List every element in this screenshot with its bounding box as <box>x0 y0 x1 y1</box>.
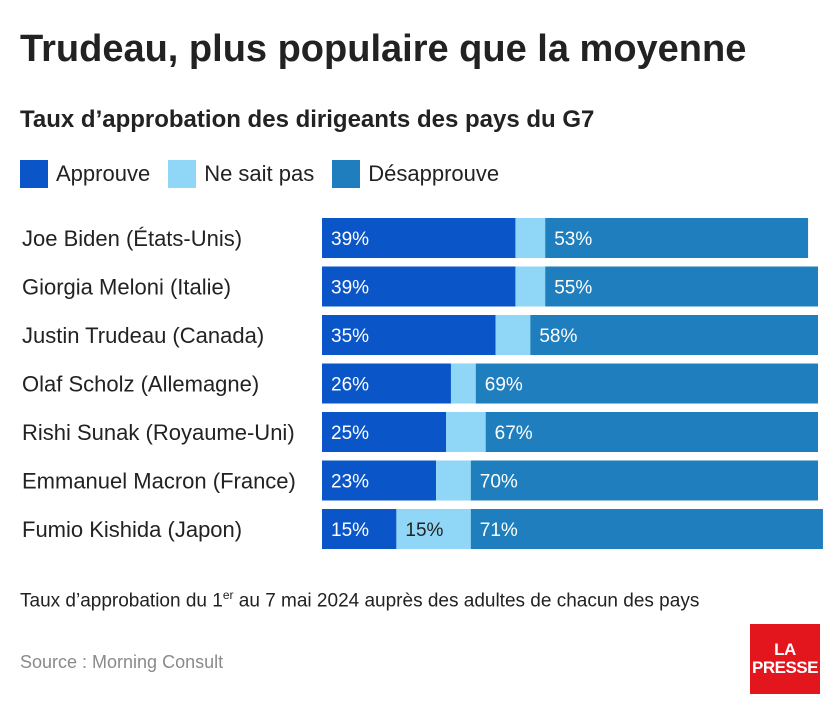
data-label-disapprove: 69% <box>485 375 523 396</box>
bar-segment-disapprove <box>530 315 818 355</box>
data-label-disapprove: 71% <box>480 520 518 541</box>
logo-line-2: PRESSE <box>752 658 818 677</box>
bar-segment-unsure <box>436 460 471 501</box>
bar-segment-approve <box>322 266 516 307</box>
data-label-disapprove: 58% <box>539 326 577 347</box>
footnote-superscript: er <box>222 588 234 602</box>
legend-label-disapprove: Désapprouve <box>368 161 500 186</box>
data-label-approve: 15% <box>331 520 369 541</box>
chart-title: Trudeau, plus populaire que la moyenne <box>20 28 747 70</box>
data-label-approve: 26% <box>331 375 369 396</box>
data-label-disapprove: 70% <box>480 472 518 493</box>
bar-segment-unsure <box>446 412 486 452</box>
bar-segment-unsure <box>450 363 476 404</box>
legend-item-approve: Approuve <box>20 160 150 188</box>
bar-segment-approve <box>322 315 496 355</box>
data-label-approve: 39% <box>331 278 369 299</box>
bar-segment-approve <box>322 460 437 501</box>
bar-segment-disapprove <box>475 363 818 404</box>
legend-swatch-unsure <box>168 160 197 188</box>
legend: Approuve Ne sait pas Désapprouve <box>20 160 517 188</box>
bar-row: Giorgia Meloni (Italie) 39% 55% <box>22 266 818 307</box>
bar-segment-disapprove <box>485 412 818 452</box>
bar-row: Fumio Kishida (Japon) 15% 15% 71% <box>22 509 823 549</box>
bar-segment-unsure <box>396 509 471 549</box>
bar-row: Olaf Scholz (Allemagne) 26% 69% <box>22 363 818 404</box>
legend-item-disapprove: Désapprouve <box>332 160 499 188</box>
chart-subtitle: Taux d’approbation des dirigeants des pa… <box>20 106 595 133</box>
bar-segment-disapprove <box>545 218 809 258</box>
bar-segment-approve <box>322 412 446 452</box>
data-label-approve: 35% <box>331 326 369 347</box>
legend-label-approve: Approuve <box>56 161 151 186</box>
bar-segment-unsure <box>515 266 546 307</box>
bar-row: Emmanuel Macron (France) 23% 70% <box>22 460 818 501</box>
bar-row: Rishi Sunak (Royaume-Uni) 25% 67% <box>22 412 818 452</box>
bar-row: Justin Trudeau (Canada) 35% 58% <box>22 315 818 355</box>
legend-swatch-approve <box>20 160 48 188</box>
legend-item-unsure: Ne sait pas <box>168 160 314 188</box>
bar-segment-disapprove <box>470 460 818 501</box>
bar-segment-disapprove <box>470 509 823 549</box>
data-label-disapprove: 67% <box>495 423 533 444</box>
logo-line-1: LA <box>774 640 796 659</box>
category-label: Giorgia Meloni (Italie) <box>22 275 231 300</box>
legend-label-unsure: Ne sait pas <box>204 161 315 186</box>
legend-swatch-disapprove <box>332 160 361 188</box>
category-label: Rishi Sunak (Royaume-Uni) <box>22 420 295 445</box>
category-label: Fumio Kishida (Japon) <box>22 517 242 542</box>
source-note: Source : Morning Consult <box>20 652 224 672</box>
bar-segment-approve <box>322 509 397 549</box>
la-presse-logo: LA PRESSE <box>750 624 820 694</box>
category-label: Joe Biden (États-Unis) <box>22 226 242 251</box>
footnote: Taux d’approbation du 1er au 7 mai 2024 … <box>20 588 699 612</box>
data-label-approve: 23% <box>331 472 369 493</box>
data-label-unsure: 15% <box>405 520 443 541</box>
category-label: Olaf Scholz (Allemagne) <box>22 372 259 397</box>
bar-segment-disapprove <box>545 266 818 307</box>
bar-row: Joe Biden (États-Unis) 39% 53% <box>22 218 809 258</box>
data-label-approve: 39% <box>331 229 369 250</box>
category-label: Justin Trudeau (Canada) <box>22 323 264 348</box>
stacked-bar-chart: Joe Biden (États-Unis) 39% 53% Giorgia Melo… <box>22 218 823 549</box>
footnote-text-start: Taux d’approbation du 1 <box>20 590 223 612</box>
footnote-text-end: au 7 mai 2024 auprès des adultes de chac… <box>233 590 700 612</box>
data-label-approve: 25% <box>331 423 369 444</box>
category-label: Emmanuel Macron (France) <box>22 469 296 494</box>
bar-segment-approve <box>322 363 451 404</box>
bar-segment-approve <box>322 218 516 258</box>
data-label-disapprove: 53% <box>554 229 592 250</box>
data-label-disapprove: 55% <box>554 278 592 299</box>
bar-segment-unsure <box>515 218 546 258</box>
bar-segment-unsure <box>495 315 531 355</box>
